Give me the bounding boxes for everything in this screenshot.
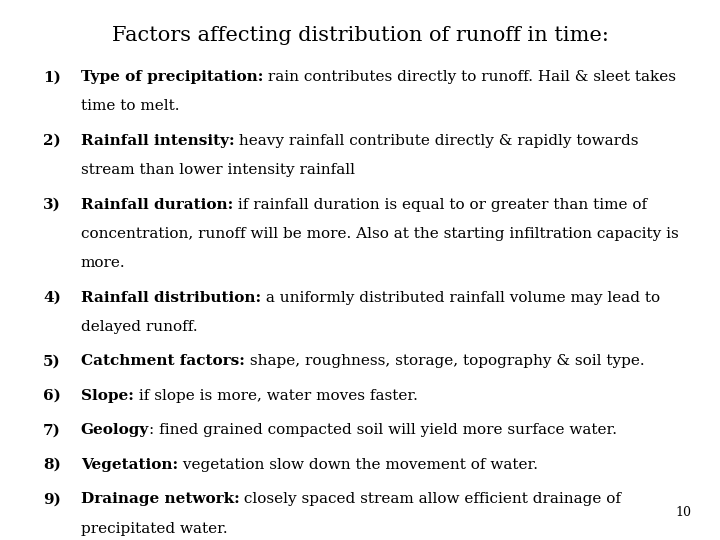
Text: delayed runoff.: delayed runoff. [81, 320, 197, 334]
Text: Slope:: Slope: [81, 389, 133, 403]
Text: 7): 7) [43, 423, 61, 437]
Text: time to melt.: time to melt. [81, 99, 179, 113]
Text: Vegetation:: Vegetation: [81, 458, 178, 472]
Text: 5): 5) [43, 354, 61, 368]
Text: stream than lower intensity rainfall: stream than lower intensity rainfall [81, 163, 355, 177]
Text: 3): 3) [43, 198, 61, 212]
Text: if rainfall duration is equal to or greater than time of: if rainfall duration is equal to or grea… [233, 198, 647, 212]
Text: precipitated water.: precipitated water. [81, 522, 228, 536]
Text: concentration, runoff will be more. Also at the starting infiltration capacity i: concentration, runoff will be more. Also… [81, 227, 678, 241]
Text: 6): 6) [43, 389, 61, 403]
Text: a uniformly distributed rainfall volume may lead to: a uniformly distributed rainfall volume … [261, 291, 660, 305]
Text: 8): 8) [43, 458, 61, 472]
Text: Rainfall duration:: Rainfall duration: [81, 198, 233, 212]
Text: 9): 9) [43, 492, 61, 507]
Text: shape, roughness, storage, topography & soil type.: shape, roughness, storage, topography & … [245, 354, 644, 368]
Text: heavy rainfall contribute directly & rapidly towards: heavy rainfall contribute directly & rap… [234, 134, 639, 148]
Text: 4): 4) [43, 291, 61, 305]
Text: 10: 10 [675, 507, 691, 519]
Text: Factors affecting distribution of runoff in time:: Factors affecting distribution of runoff… [112, 26, 608, 45]
Text: Rainfall distribution:: Rainfall distribution: [81, 291, 261, 305]
Text: rain contributes directly to runoff. Hail & sleet takes: rain contributes directly to runoff. Hai… [263, 70, 676, 84]
Text: vegetation slow down the movement of water.: vegetation slow down the movement of wat… [178, 458, 538, 472]
Text: Drainage network:: Drainage network: [81, 492, 239, 507]
Text: Type of precipitation:: Type of precipitation: [81, 70, 263, 84]
Text: closely spaced stream allow efficient drainage of: closely spaced stream allow efficient dr… [239, 492, 621, 507]
Text: 1): 1) [43, 70, 61, 84]
Text: Rainfall intensity:: Rainfall intensity: [81, 134, 234, 148]
Text: Catchment factors:: Catchment factors: [81, 354, 245, 368]
Text: : fined grained compacted soil will yield more surface water.: : fined grained compacted soil will yiel… [149, 423, 617, 437]
Text: Geology: Geology [81, 423, 149, 437]
Text: 2): 2) [43, 134, 61, 148]
Text: more.: more. [81, 256, 125, 270]
Text: if slope is more, water moves faster.: if slope is more, water moves faster. [133, 389, 418, 403]
